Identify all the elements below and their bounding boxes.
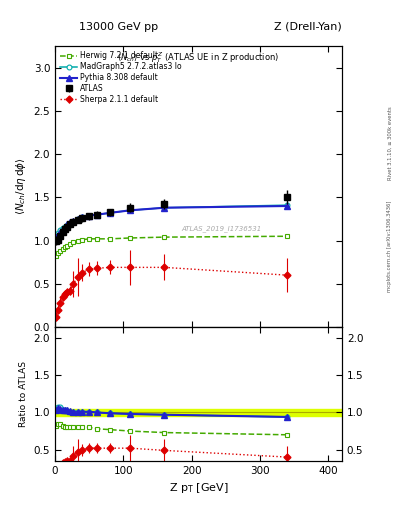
- Pythia 8.308 default: [75, 216, 80, 222]
- MadGraph5 2.7.2.atlas3 lo: [95, 211, 100, 218]
- Herwig 7.2.1 default: [60, 246, 65, 252]
- Herwig 7.2.1 default: [128, 235, 132, 241]
- Herwig 7.2.1 default: [162, 234, 167, 240]
- Herwig 7.2.1 default: [80, 237, 85, 243]
- Herwig 7.2.1 default: [107, 236, 112, 242]
- Pythia 8.308 default: [95, 211, 100, 218]
- MadGraph5 2.7.2.atlas3 lo: [87, 212, 92, 219]
- MadGraph5 2.7.2.atlas3 lo: [75, 216, 80, 222]
- Herwig 7.2.1 default: [56, 250, 61, 256]
- MadGraph5 2.7.2.atlas3 lo: [107, 210, 112, 216]
- Herwig 7.2.1 default: [87, 236, 92, 242]
- Herwig 7.2.1 default: [75, 238, 80, 244]
- Pythia 8.308 default: [58, 229, 63, 235]
- Pythia 8.308 default: [54, 234, 59, 240]
- Herwig 7.2.1 default: [95, 236, 100, 242]
- Herwig 7.2.1 default: [68, 241, 72, 247]
- Herwig 7.2.1 default: [54, 253, 59, 259]
- Text: Z (Drell-Yan): Z (Drell-Yan): [274, 22, 342, 32]
- MadGraph5 2.7.2.atlas3 lo: [80, 214, 85, 220]
- Pythia 8.308 default: [71, 218, 76, 224]
- MadGraph5 2.7.2.atlas3 lo: [62, 224, 67, 230]
- MadGraph5 2.7.2.atlas3 lo: [162, 205, 167, 211]
- Herwig 7.2.1 default: [62, 244, 67, 250]
- Herwig 7.2.1 default: [65, 243, 70, 249]
- Pythia 8.308 default: [60, 226, 65, 232]
- Pythia 8.308 default: [285, 203, 290, 209]
- Pythia 8.308 default: [56, 231, 61, 238]
- Text: ATLAS_2019_I1736531: ATLAS_2019_I1736531: [181, 225, 261, 232]
- Pythia 8.308 default: [68, 219, 72, 225]
- MadGraph5 2.7.2.atlas3 lo: [65, 222, 70, 228]
- MadGraph5 2.7.2.atlas3 lo: [128, 207, 132, 214]
- MadGraph5 2.7.2.atlas3 lo: [54, 232, 59, 239]
- MadGraph5 2.7.2.atlas3 lo: [68, 220, 72, 226]
- Text: Rivet 3.1.10, ≥ 300k events: Rivet 3.1.10, ≥ 300k events: [387, 106, 392, 180]
- Line: Pythia 8.308 default: Pythia 8.308 default: [53, 203, 290, 240]
- X-axis label: Z p$_\mathrm{T}$ [GeV]: Z p$_\mathrm{T}$ [GeV]: [169, 481, 228, 495]
- MadGraph5 2.7.2.atlas3 lo: [285, 202, 290, 208]
- MadGraph5 2.7.2.atlas3 lo: [71, 219, 76, 225]
- Text: mcplots.cern.ch [arXiv:1306.3436]: mcplots.cern.ch [arXiv:1306.3436]: [387, 200, 392, 291]
- Herwig 7.2.1 default: [58, 248, 63, 254]
- Pythia 8.308 default: [87, 212, 92, 219]
- Y-axis label: Ratio to ATLAS: Ratio to ATLAS: [19, 361, 28, 427]
- Y-axis label: $\langle N_{ch}/\mathrm{d}\eta\,\mathrm{d}\phi\rangle$: $\langle N_{ch}/\mathrm{d}\eta\,\mathrm{…: [14, 158, 28, 216]
- Herwig 7.2.1 default: [285, 233, 290, 239]
- Pythia 8.308 default: [128, 207, 132, 214]
- Pythia 8.308 default: [162, 205, 167, 211]
- Legend: Herwig 7.2.1 default, MadGraph5 2.7.2.atlas3 lo, Pythia 8.308 default, ATLAS, Sh: Herwig 7.2.1 default, MadGraph5 2.7.2.at…: [59, 50, 184, 105]
- Line: MadGraph5 2.7.2.atlas3 lo: MadGraph5 2.7.2.atlas3 lo: [54, 203, 290, 238]
- MadGraph5 2.7.2.atlas3 lo: [58, 227, 63, 233]
- Text: 13000 GeV pp: 13000 GeV pp: [79, 22, 158, 32]
- Text: $\langle N_{ch}\rangle$ vs $p_T^Z$ (ATLAS UE in Z production): $\langle N_{ch}\rangle$ vs $p_T^Z$ (ATLA…: [118, 50, 279, 65]
- MadGraph5 2.7.2.atlas3 lo: [56, 230, 61, 236]
- Pythia 8.308 default: [65, 221, 70, 227]
- Herwig 7.2.1 default: [71, 239, 76, 245]
- Pythia 8.308 default: [62, 224, 67, 230]
- MadGraph5 2.7.2.atlas3 lo: [60, 225, 65, 231]
- Line: Herwig 7.2.1 default: Herwig 7.2.1 default: [54, 234, 290, 259]
- Bar: [55, 409, 342, 416]
- Pythia 8.308 default: [80, 214, 85, 220]
- Pythia 8.308 default: [107, 210, 112, 216]
